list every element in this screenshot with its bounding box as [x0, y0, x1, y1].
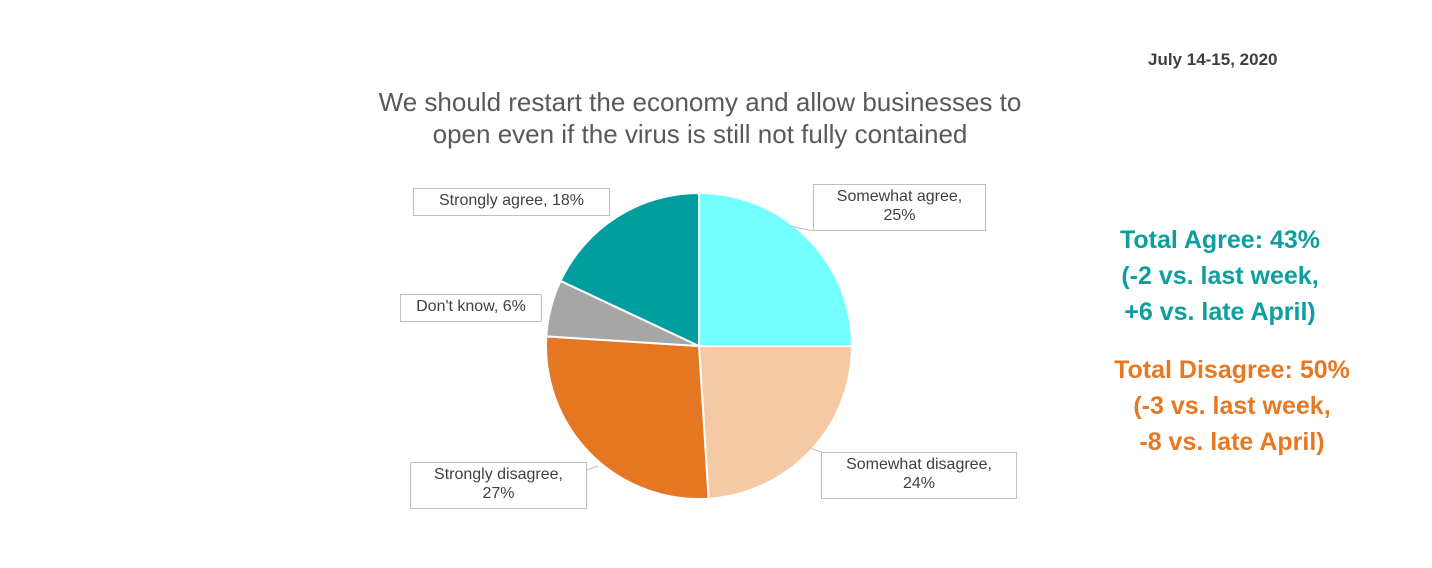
- total-disagree-line-1: Total Disagree: 50%: [1114, 356, 1350, 384]
- chart-date: July 14-15, 2020: [1148, 50, 1278, 69]
- pie-slice-strongly-disagree: [545, 335, 710, 500]
- callout-somewhat-disagree-line-2: 24%: [902, 475, 936, 492]
- chart-title-line-1: We should restart the economy and allow …: [378, 87, 1022, 117]
- callout-strongly-disagree: Strongly disagree, 27%: [410, 462, 587, 509]
- callout-strongly-disagree-line-2: 27%: [482, 485, 515, 502]
- total-agree-line-1: Total Agree: 43%: [1119, 226, 1321, 254]
- callout-somewhat-agree: Somewhat agree, 25%: [813, 184, 986, 231]
- chart-title-line-2: open even if the virus is still not full…: [432, 119, 968, 149]
- callout-dont-know: Don't know, 6%: [400, 294, 542, 322]
- total-disagree-summary: Total Disagree: 50% (-3 vs. last week, -…: [1092, 352, 1372, 460]
- total-agree-line-2: (-2 vs. last week,: [1121, 262, 1319, 290]
- callout-dont-know-line-1: Don't know, 6%: [416, 298, 526, 315]
- callout-somewhat-agree-line-2: 25%: [883, 207, 916, 224]
- callout-strongly-agree-line-1: Strongly agree, 18%: [439, 192, 584, 209]
- callout-somewhat-disagree: Somewhat disagree, 24%: [821, 452, 1017, 499]
- callout-strongly-agree: Strongly agree, 18%: [413, 188, 610, 216]
- chart-title: We should restart the economy and allow …: [300, 86, 1100, 150]
- pie-slice-somewhat-agree: [698, 191, 854, 347]
- total-agree-line-3: +6 vs. late April): [1124, 298, 1316, 326]
- leader-line: [586, 465, 599, 471]
- callout-somewhat-disagree-line-1: Somewhat disagree,: [846, 456, 992, 473]
- pie-slice-strongly-agree: [559, 191, 700, 348]
- callout-strongly-disagree-line-1: Strongly disagree,: [434, 466, 563, 483]
- callout-somewhat-agree-line-1: Somewhat agree,: [836, 188, 963, 205]
- total-agree-summary: Total Agree: 43% (-2 vs. last week, +6 v…: [1080, 222, 1360, 330]
- pie-slice-somewhat-disagree: [697, 345, 854, 500]
- leader-line: [789, 225, 814, 232]
- total-disagree-line-3: -8 vs. late April): [1139, 428, 1325, 456]
- total-disagree-line-2: (-3 vs. last week,: [1133, 392, 1331, 420]
- leader-line: [809, 447, 822, 453]
